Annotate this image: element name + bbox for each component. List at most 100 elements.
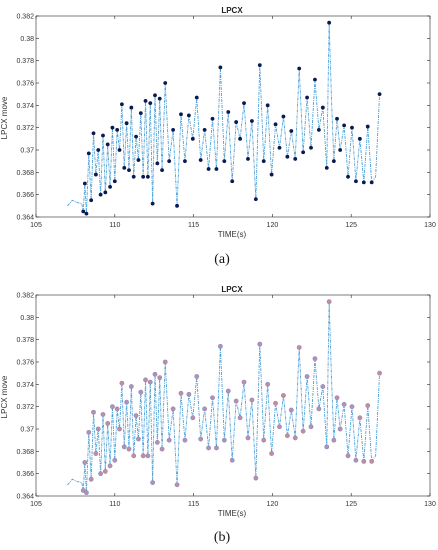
peak-marker xyxy=(84,490,89,496)
peak-marker xyxy=(166,437,172,443)
x-axis: 105 110 115 120 125 130 xyxy=(30,295,436,508)
peak-marker xyxy=(292,435,298,441)
peak-marker xyxy=(257,63,262,68)
peak-marker xyxy=(261,159,266,164)
peak-marker xyxy=(86,151,91,156)
y-tick-label: 0.382 xyxy=(16,293,34,300)
peak-marker xyxy=(138,111,143,116)
peak-marker xyxy=(105,142,110,147)
peak-marker xyxy=(186,113,191,118)
peak-marker xyxy=(277,145,282,150)
y-tick-label: 0.38 xyxy=(20,315,34,322)
x-tick-label: 110 xyxy=(109,222,120,229)
peak-marker xyxy=(115,127,120,132)
peak-marker xyxy=(154,439,160,445)
peak-marker xyxy=(361,180,366,185)
peak-marker xyxy=(143,377,148,383)
peak-marker xyxy=(127,168,131,173)
peak-marker xyxy=(136,158,141,162)
peak-marker xyxy=(241,379,247,385)
peak-marker xyxy=(110,404,115,410)
peak-marker xyxy=(145,453,151,459)
peak-marker xyxy=(88,476,94,482)
x-tick-label: 115 xyxy=(188,222,199,229)
peak-marker xyxy=(237,415,243,421)
peak-marker xyxy=(182,437,188,443)
peak-marker xyxy=(198,158,203,162)
peak-marker xyxy=(129,105,134,110)
peak-marker xyxy=(338,148,343,152)
peak-marker xyxy=(160,168,164,173)
y-tick-label: 0.378 xyxy=(16,337,34,344)
peak-marker xyxy=(245,435,251,441)
peak-marker xyxy=(229,457,235,463)
peak-marker xyxy=(265,381,271,387)
peak-marker xyxy=(98,192,103,197)
x-tick-label: 125 xyxy=(345,222,357,229)
peak-marker xyxy=(138,389,144,395)
peak-marker xyxy=(281,114,286,119)
peak-marker xyxy=(233,398,239,404)
peak-marker xyxy=(226,110,231,114)
peak-marker xyxy=(225,388,231,394)
peak-marker xyxy=(82,460,88,465)
peak-markers xyxy=(80,299,382,496)
peak-marker xyxy=(117,148,122,152)
peak-marker xyxy=(301,150,306,155)
x-tick-label: 120 xyxy=(267,222,279,229)
peak-marker xyxy=(162,359,168,365)
peak-marker xyxy=(221,437,227,443)
peak-marker xyxy=(284,433,290,439)
peak-marker xyxy=(304,374,310,379)
peak-marker xyxy=(377,92,382,97)
y-tick-label: 0.364 xyxy=(16,215,34,222)
peak-marker xyxy=(297,66,302,71)
peak-marker xyxy=(342,123,347,128)
peak-marker xyxy=(101,133,105,138)
peak-marker xyxy=(331,437,337,443)
peak-marker xyxy=(105,421,111,426)
peak-marker xyxy=(174,482,180,488)
y-tick-label: 0.374 xyxy=(16,103,34,110)
y-axis-label: LPCX move xyxy=(0,375,9,418)
peak-marker xyxy=(300,428,306,434)
peak-marker xyxy=(341,402,347,407)
peak-marker xyxy=(250,119,254,123)
y-tick-label: 0.37 xyxy=(20,148,34,155)
peak-marker xyxy=(369,180,374,185)
peak-marker xyxy=(114,406,120,412)
x-axis: 105 110 115 120 125 130 xyxy=(30,16,436,229)
peak-marker xyxy=(150,480,156,485)
y-tick-label: 0.378 xyxy=(16,58,34,65)
peak-marker xyxy=(175,203,179,208)
peak-marker xyxy=(326,299,332,305)
peak-marker xyxy=(214,167,219,171)
peak-marker xyxy=(313,77,317,82)
peak-marker xyxy=(265,103,270,108)
y-tick-label: 0.366 xyxy=(16,471,34,478)
peak-marker xyxy=(345,453,351,459)
x-tick-label: 130 xyxy=(424,222,436,229)
peak-marker xyxy=(150,201,155,206)
plot-area xyxy=(35,294,431,497)
peak-marker xyxy=(81,209,86,214)
peak-marker xyxy=(117,426,122,432)
peak-marker xyxy=(159,446,165,452)
peak-marker xyxy=(218,65,223,70)
y-tick-label: 0.37 xyxy=(20,427,34,434)
peak-marker xyxy=(170,406,176,412)
peak-marker xyxy=(273,122,278,127)
peak-marker xyxy=(324,165,329,170)
peak-marker xyxy=(354,179,358,184)
peak-marker xyxy=(331,159,336,164)
peak-marker xyxy=(293,157,298,161)
peak-marker xyxy=(242,101,246,105)
peak-marker xyxy=(171,127,176,132)
peak-marker xyxy=(269,451,275,456)
y-tick-label: 0.368 xyxy=(16,170,34,177)
peak-marker xyxy=(148,101,153,105)
peak-marker xyxy=(157,96,162,101)
peak-marker xyxy=(119,380,125,386)
peak-marker xyxy=(289,129,294,133)
peak-marker xyxy=(253,475,259,481)
